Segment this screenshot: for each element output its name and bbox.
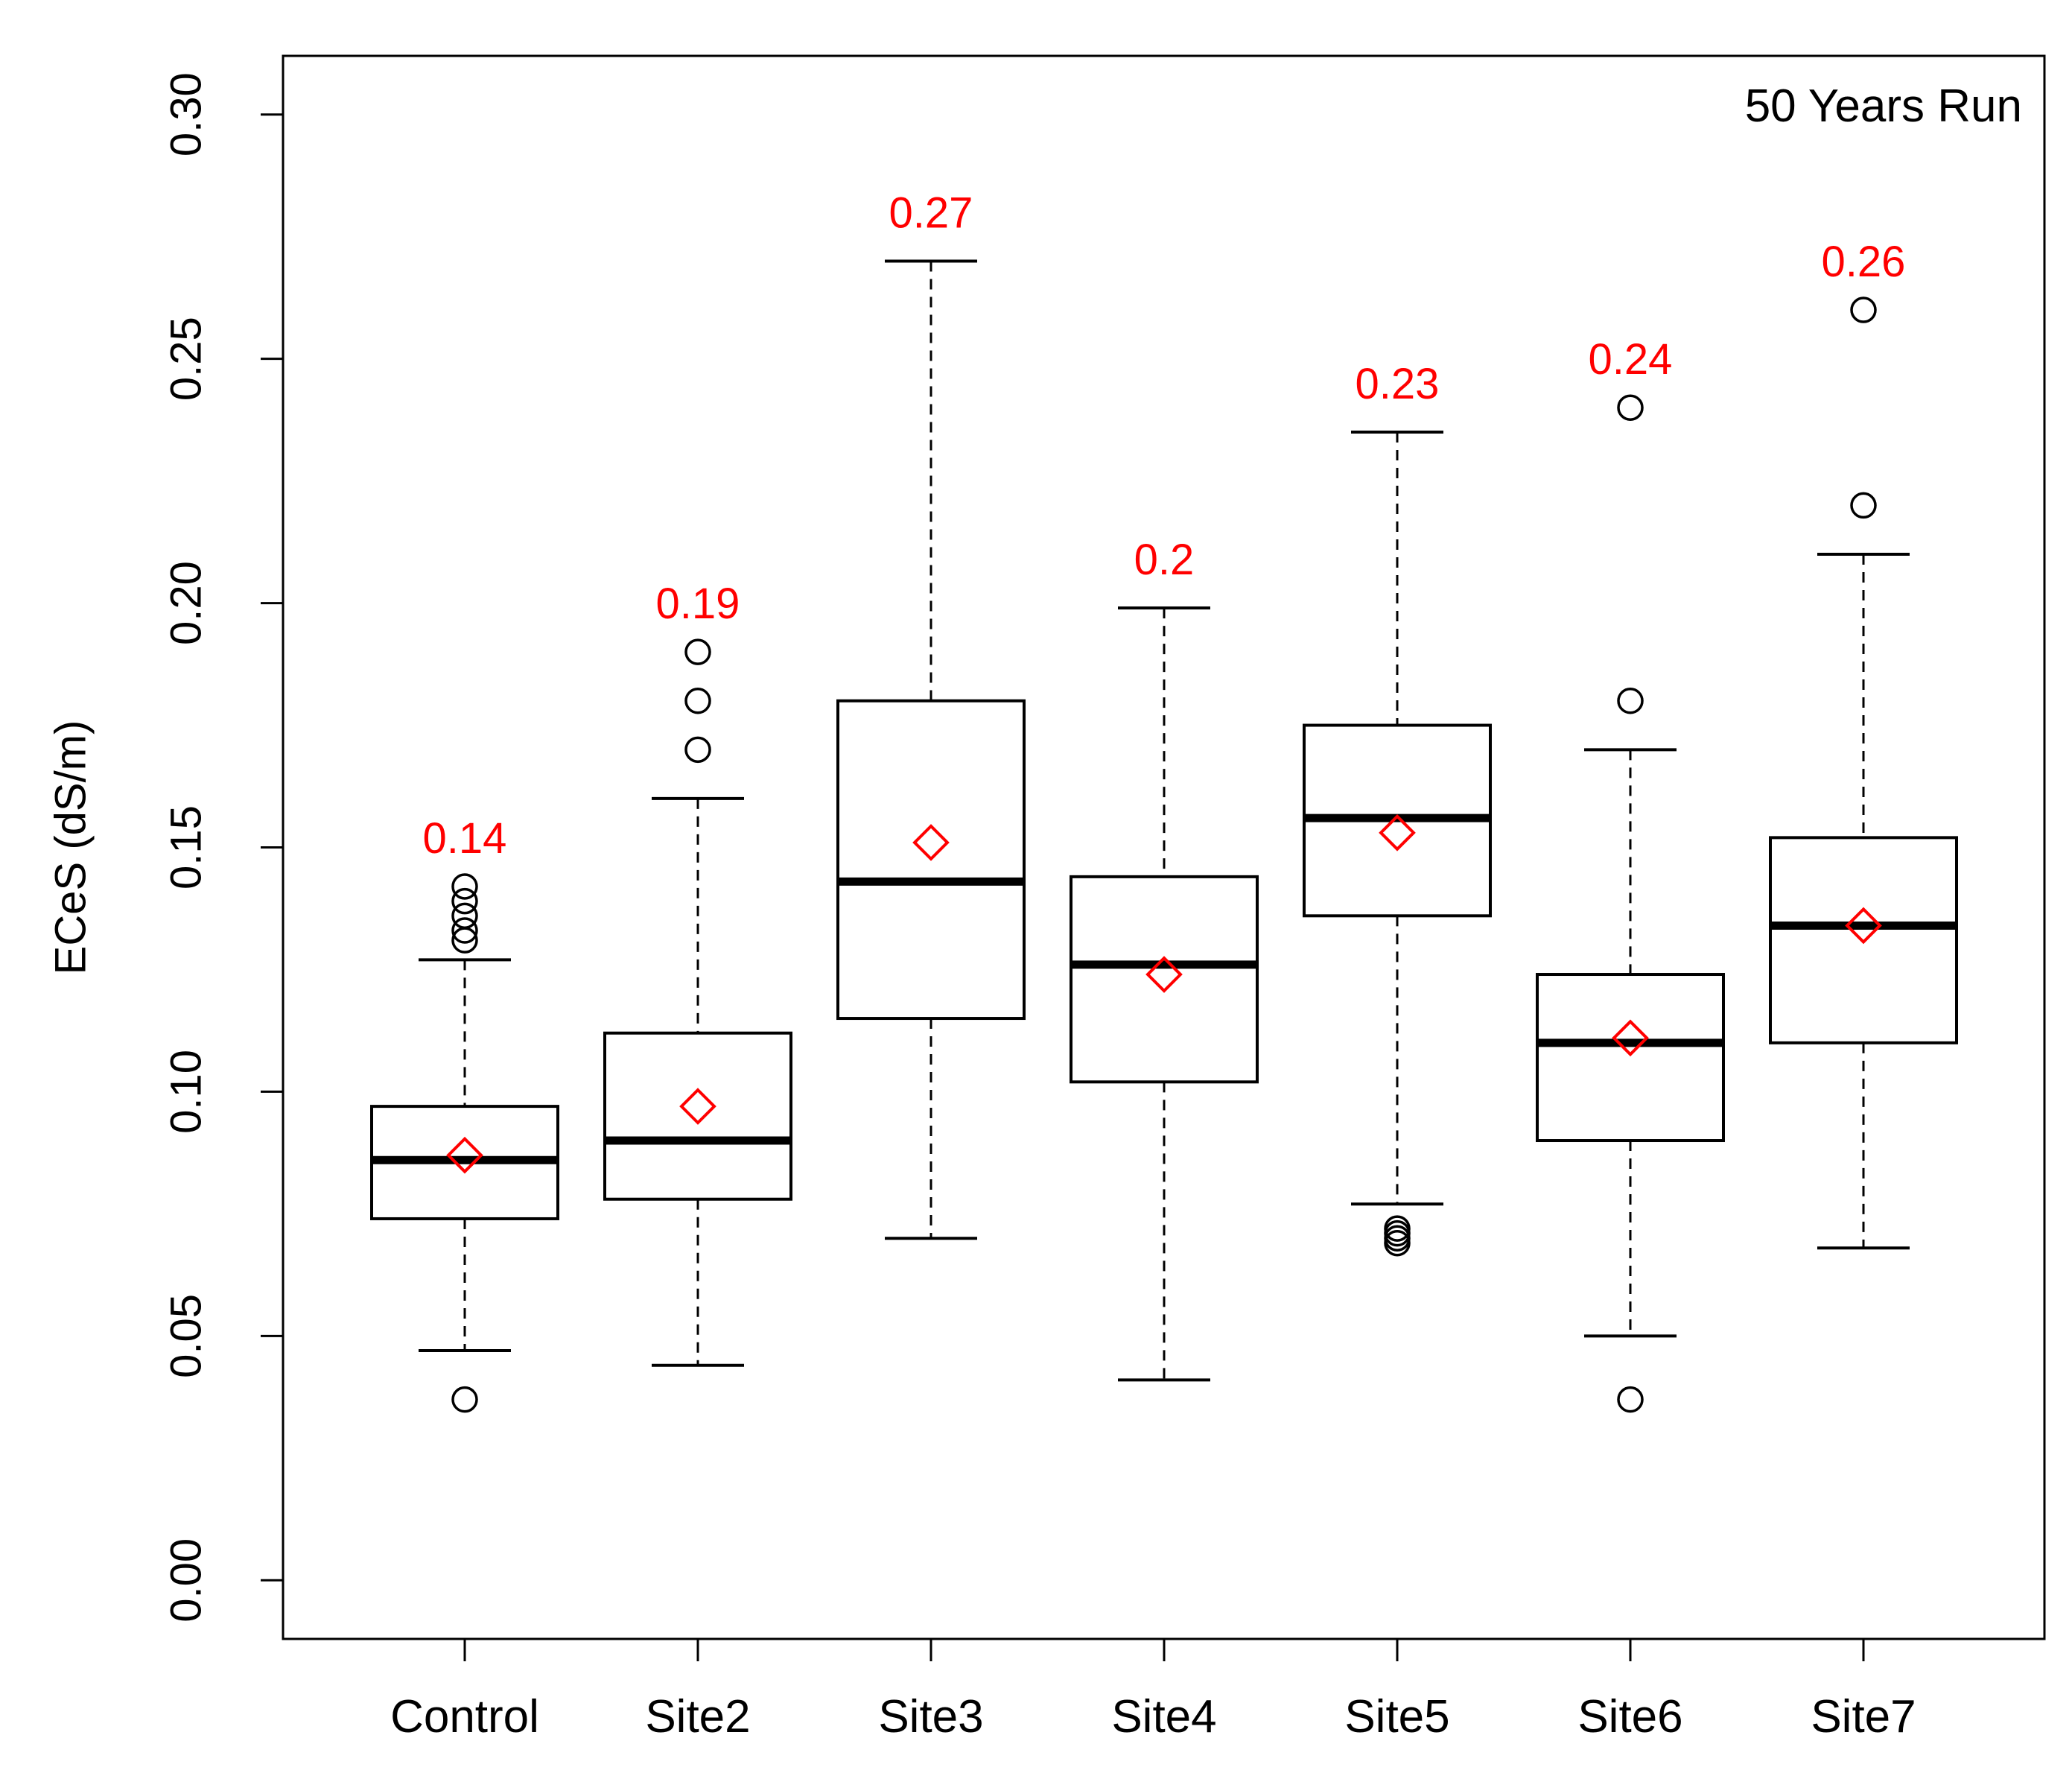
iqr-box xyxy=(603,1031,792,1201)
outlier-point xyxy=(1850,296,1877,323)
mean-marker xyxy=(1612,1019,1649,1057)
outlier-point xyxy=(1617,394,1644,421)
x-tick-label: Site2 xyxy=(645,1691,750,1742)
outlier-point xyxy=(1617,1386,1644,1413)
y-tick-label: 0.20 xyxy=(162,561,211,645)
mean-marker xyxy=(446,1136,483,1174)
mean-marker xyxy=(1379,814,1416,851)
iqr-box xyxy=(1536,973,1725,1143)
mean-marker xyxy=(679,1088,716,1125)
mean-marker xyxy=(1145,956,1183,993)
outlier-point xyxy=(684,736,711,764)
y-axis-title: ECeS (dS/m) xyxy=(47,720,95,975)
outlier-point xyxy=(1384,1215,1411,1242)
max-value-label: 0.27 xyxy=(889,188,973,237)
y-tick-label: 0.00 xyxy=(162,1538,211,1623)
x-tick-label: Site4 xyxy=(1111,1691,1216,1742)
max-value-label: 0.2 xyxy=(1134,536,1195,584)
outlier-point xyxy=(684,687,711,714)
max-value-label: 0.26 xyxy=(1822,238,1906,286)
y-tick-label: 0.10 xyxy=(162,1050,211,1134)
outlier-point xyxy=(1850,492,1877,519)
max-value-label: 0.19 xyxy=(656,580,740,628)
mean-marker xyxy=(912,824,950,861)
outlier-point xyxy=(451,902,478,930)
iqr-box xyxy=(1070,875,1259,1084)
x-tick-label: Site6 xyxy=(1577,1691,1682,1742)
y-tick-label: 0.30 xyxy=(162,72,211,156)
run-annotation: 50 Years Run xyxy=(1745,80,2022,132)
y-tick-label: 0.05 xyxy=(162,1294,211,1378)
outlier-point xyxy=(451,1386,478,1413)
outlier-point xyxy=(1617,687,1644,714)
outlier-point xyxy=(451,873,478,900)
mean-marker xyxy=(1845,907,1882,945)
outlier-point xyxy=(451,917,478,944)
x-tick-label: Site7 xyxy=(1811,1691,1916,1742)
y-tick-label: 0.25 xyxy=(162,317,211,401)
plot-area: 0.00 0.05 0.10 0.15 0.20 0.25 0.30 ECeS (dS/m) 5… xyxy=(47,54,2046,1742)
outlier-point xyxy=(684,638,711,665)
y-tick-label: 0.15 xyxy=(162,805,211,889)
max-value-label: 0.24 xyxy=(1589,335,1673,384)
outlier-point xyxy=(451,887,478,915)
x-tick-label: Control xyxy=(390,1691,539,1742)
x-tick-label: Site3 xyxy=(878,1691,983,1742)
x-tick-label: Site5 xyxy=(1344,1691,1449,1742)
max-value-label: 0.23 xyxy=(1356,360,1440,408)
max-value-label: 0.14 xyxy=(423,814,507,863)
